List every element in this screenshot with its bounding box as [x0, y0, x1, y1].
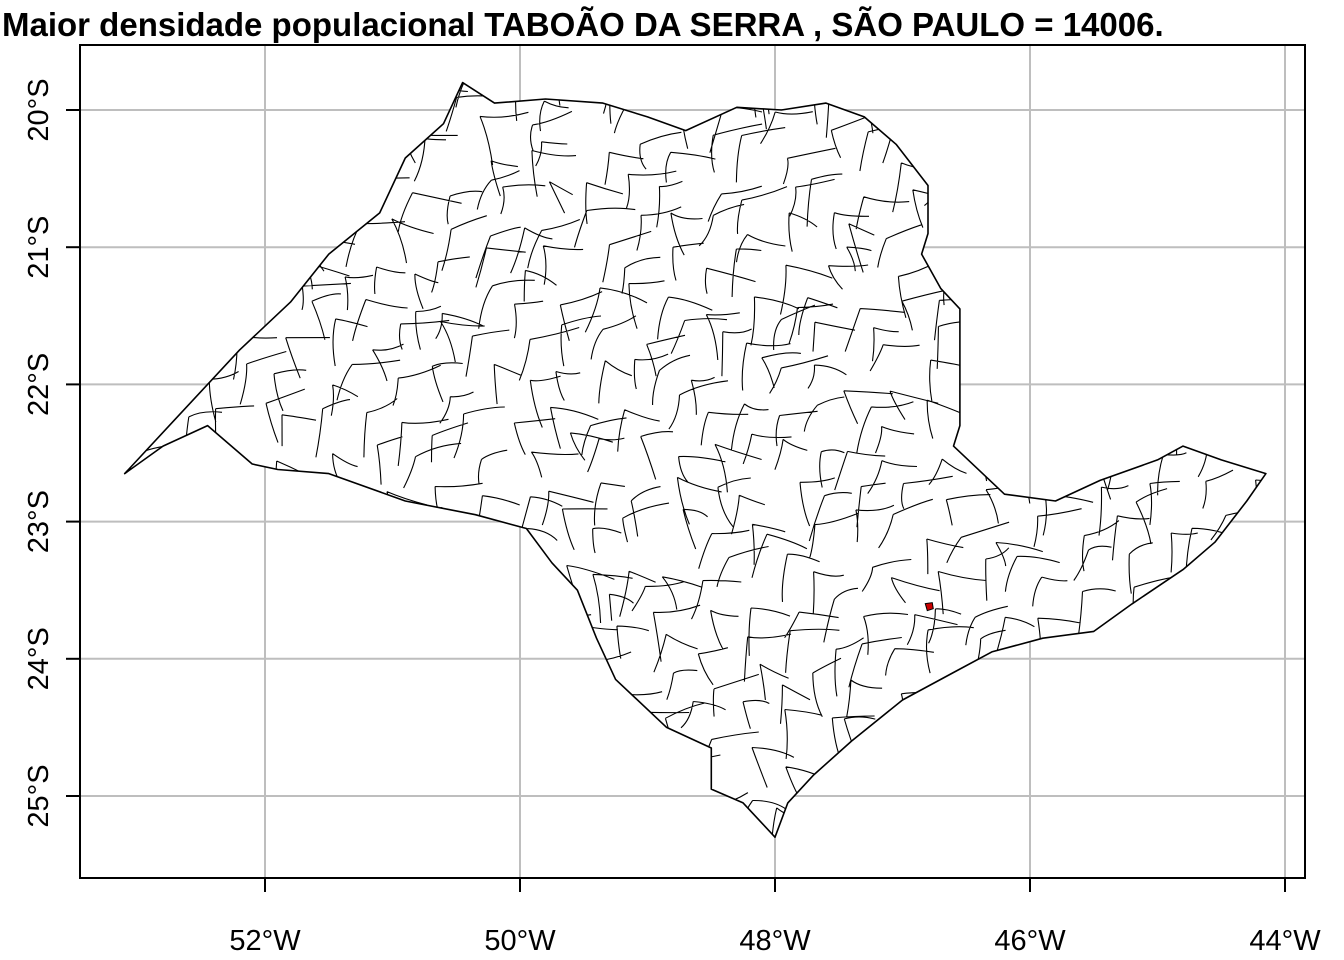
y-axis-ticks: 20°S 21°S 22°S 23°S 24°S 25°S: [23, 78, 80, 828]
map-title: Maior densidade populacional TABOÃO DA S…: [2, 6, 1164, 43]
y-tick-label-1: 21°S: [23, 216, 55, 279]
x-tick-label-3: 46°W: [994, 925, 1066, 957]
plot-frame: [79, 44, 1306, 879]
y-tick-label-2: 22°S: [23, 353, 55, 416]
y-tick-label-3: 23°S: [23, 490, 55, 553]
x-tick-label-0: 52°W: [229, 925, 301, 957]
x-tick-label-1: 50°W: [484, 925, 556, 957]
y-tick-label-5: 25°S: [23, 764, 55, 827]
y-tick-label-0: 20°S: [23, 78, 55, 141]
x-axis-ticks: 52°W 50°W 48°W 46°W 44°W: [229, 878, 1321, 957]
y-tick-label-4: 24°S: [23, 627, 55, 690]
highlighted-municipality: [924, 602, 934, 612]
x-tick-label-2: 48°W: [739, 925, 811, 957]
state-of-sao-paulo: [123, 81, 1267, 838]
state-outline: [123, 81, 1267, 838]
x-tick-label-4: 44°W: [1249, 925, 1321, 957]
